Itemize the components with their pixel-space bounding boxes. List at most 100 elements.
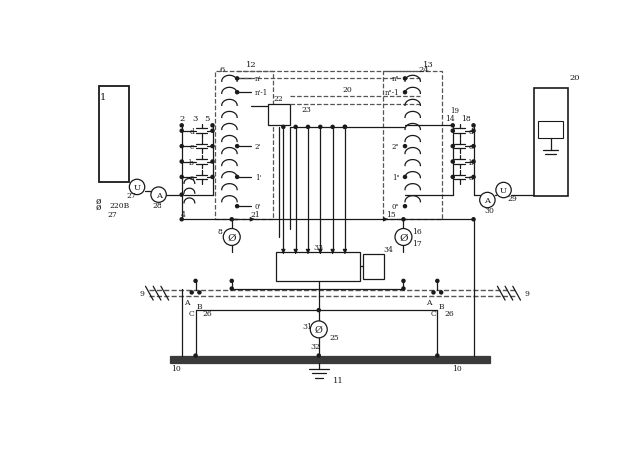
Circle shape: [319, 126, 322, 129]
Text: b: b: [189, 158, 194, 166]
Circle shape: [496, 183, 511, 198]
Text: 33: 33: [313, 243, 323, 252]
Text: 27: 27: [108, 210, 117, 218]
Circle shape: [198, 291, 201, 294]
Text: B: B: [438, 302, 444, 310]
Text: B: B: [196, 302, 202, 310]
Circle shape: [317, 354, 320, 357]
Text: 220B: 220B: [109, 201, 129, 209]
Circle shape: [451, 125, 454, 127]
Circle shape: [451, 176, 454, 179]
Circle shape: [310, 321, 327, 338]
Text: 22: 22: [274, 94, 284, 102]
Circle shape: [317, 309, 320, 312]
Circle shape: [402, 288, 405, 290]
Text: A: A: [184, 299, 189, 307]
Text: 13: 13: [423, 61, 433, 69]
Text: 30: 30: [484, 207, 494, 215]
Text: 11: 11: [333, 376, 344, 384]
Text: 9: 9: [524, 289, 529, 298]
Text: 31: 31: [302, 322, 312, 330]
Text: 29: 29: [508, 195, 518, 203]
Circle shape: [180, 145, 183, 148]
Text: A: A: [484, 197, 490, 205]
Text: 5: 5: [204, 114, 210, 122]
Text: 0': 0': [255, 203, 261, 211]
Circle shape: [236, 205, 239, 208]
Circle shape: [180, 194, 183, 197]
Text: 9: 9: [140, 289, 144, 298]
Text: 1': 1': [255, 173, 261, 182]
Circle shape: [211, 130, 214, 133]
Circle shape: [180, 130, 183, 133]
Circle shape: [180, 176, 183, 179]
Text: 28: 28: [152, 201, 162, 209]
Text: 8: 8: [218, 228, 223, 235]
Circle shape: [344, 126, 346, 129]
Circle shape: [402, 280, 405, 283]
Bar: [538, 122, 563, 139]
Text: A: A: [426, 299, 431, 307]
Bar: [276, 253, 360, 281]
Circle shape: [403, 176, 406, 179]
Bar: [383, 71, 442, 220]
Text: 24: 24: [419, 66, 429, 74]
Text: U: U: [134, 183, 141, 192]
Text: 27: 27: [127, 192, 136, 200]
Text: Ø: Ø: [399, 233, 408, 242]
Circle shape: [294, 126, 297, 129]
Circle shape: [211, 161, 214, 164]
Circle shape: [194, 280, 197, 283]
Text: n"-1: n"-1: [385, 89, 399, 97]
Circle shape: [472, 130, 475, 133]
Circle shape: [436, 354, 439, 357]
Text: 32: 32: [310, 343, 320, 350]
Text: ø: ø: [96, 202, 101, 211]
Text: 16: 16: [412, 228, 422, 235]
Text: d: d: [189, 127, 194, 136]
Text: c: c: [469, 143, 473, 151]
Text: 10: 10: [172, 364, 181, 372]
Text: 21: 21: [250, 210, 260, 218]
Circle shape: [129, 180, 145, 195]
Circle shape: [307, 126, 310, 129]
Text: 15: 15: [386, 210, 396, 218]
Circle shape: [344, 126, 346, 129]
Circle shape: [194, 354, 197, 357]
Circle shape: [180, 161, 183, 164]
Text: ø: ø: [96, 196, 101, 205]
Text: A: A: [156, 191, 162, 199]
Text: 17: 17: [412, 240, 422, 248]
Circle shape: [180, 218, 183, 221]
Bar: [99, 87, 129, 183]
Text: n'-1: n'-1: [255, 89, 268, 97]
Circle shape: [480, 193, 495, 208]
Text: 25: 25: [330, 334, 339, 341]
Text: 3: 3: [193, 114, 198, 122]
Text: 2': 2': [255, 143, 261, 151]
Bar: [170, 356, 490, 364]
Circle shape: [402, 218, 405, 221]
Text: d: d: [469, 127, 474, 136]
Circle shape: [472, 145, 475, 148]
Text: 1: 1: [100, 92, 106, 101]
Circle shape: [211, 176, 214, 179]
Circle shape: [190, 291, 193, 294]
Text: 26: 26: [444, 309, 454, 318]
Circle shape: [472, 161, 475, 164]
Text: 2": 2": [392, 143, 399, 151]
Text: 1": 1": [392, 173, 399, 182]
Circle shape: [472, 125, 475, 127]
Circle shape: [440, 291, 443, 294]
Circle shape: [432, 291, 435, 294]
Text: 19: 19: [451, 106, 460, 115]
Text: Ø: Ø: [315, 325, 323, 334]
Text: 23: 23: [301, 106, 312, 114]
Text: 2: 2: [179, 114, 184, 122]
Bar: [268, 105, 289, 126]
Circle shape: [472, 218, 475, 221]
Circle shape: [236, 145, 239, 148]
Text: c: c: [190, 143, 194, 151]
Text: 4: 4: [181, 210, 186, 218]
Circle shape: [403, 78, 406, 81]
